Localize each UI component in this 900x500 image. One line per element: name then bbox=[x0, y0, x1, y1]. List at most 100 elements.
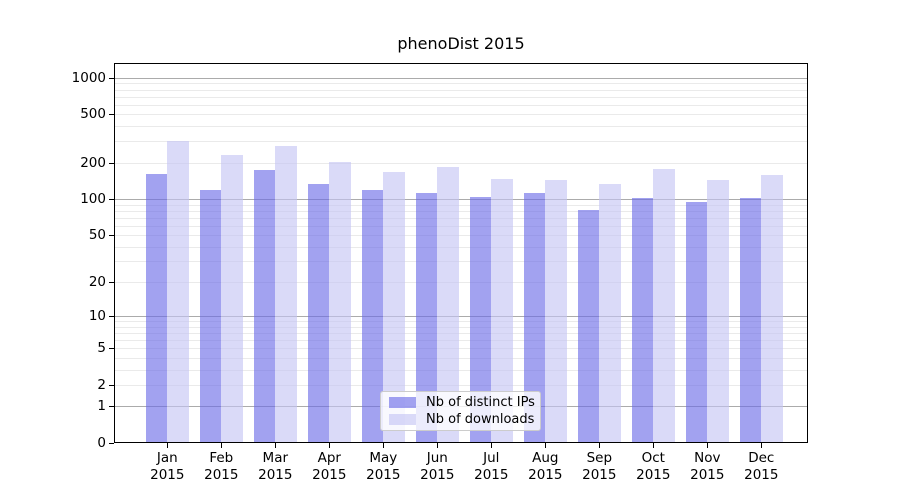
x-axis-tick-label: Sep 2015 bbox=[572, 450, 626, 484]
y-axis-tick bbox=[109, 114, 114, 116]
x-tick-year: 2015 bbox=[366, 467, 401, 483]
x-tick-month: Jul bbox=[483, 450, 500, 466]
x-axis-tick bbox=[329, 443, 331, 448]
x-axis-tick-label: Jun 2015 bbox=[410, 450, 464, 484]
grid-line-minor bbox=[115, 333, 807, 334]
y-axis-tick bbox=[109, 282, 114, 283]
x-tick-month: Mar bbox=[262, 450, 289, 466]
bar-distinct-ips bbox=[469, 196, 492, 442]
x-tick-month: Oct bbox=[641, 450, 665, 466]
grid-line-minor bbox=[115, 104, 807, 106]
grid-line-minor bbox=[115, 126, 807, 127]
y-axis-tick bbox=[109, 384, 114, 386]
y-axis-tick-label: 1000 bbox=[71, 69, 106, 86]
bar-downloads bbox=[653, 169, 675, 442]
x-tick-month: Aug bbox=[532, 450, 559, 466]
x-axis-tick bbox=[653, 443, 655, 448]
grid-line-minor bbox=[115, 204, 807, 206]
x-axis-tick bbox=[707, 443, 709, 448]
grid-line-minor bbox=[115, 348, 807, 350]
y-axis-tick-label: 2 bbox=[97, 376, 106, 393]
grid-line-minor bbox=[115, 321, 807, 323]
grid-line-minor bbox=[115, 89, 807, 91]
x-tick-month: May bbox=[369, 450, 398, 466]
x-axis-tick bbox=[275, 443, 277, 448]
x-axis-tick-label: Mar 2015 bbox=[248, 450, 302, 484]
bar-downloads bbox=[275, 146, 297, 442]
bar-downloads bbox=[221, 155, 243, 442]
bar-distinct-ips bbox=[361, 190, 384, 442]
y-axis-tick bbox=[109, 348, 114, 350]
bar-distinct-ips bbox=[415, 193, 438, 442]
grid-line-minor bbox=[115, 369, 807, 371]
x-tick-month: Jun bbox=[426, 450, 448, 466]
x-tick-year: 2015 bbox=[204, 467, 239, 483]
bar-distinct-ips bbox=[739, 198, 762, 442]
y-axis-tick-label: 10 bbox=[88, 308, 106, 325]
x-tick-year: 2015 bbox=[258, 467, 293, 483]
y-axis-tick bbox=[109, 199, 114, 200]
x-axis-tick-label: Nov 2015 bbox=[680, 450, 734, 484]
x-tick-month: Dec bbox=[748, 450, 775, 466]
y-axis-tick-label: 200 bbox=[80, 154, 106, 171]
x-tick-year: 2015 bbox=[474, 467, 509, 483]
x-axis-tick bbox=[383, 443, 385, 448]
bar-distinct-ips bbox=[577, 210, 600, 442]
x-axis-tick bbox=[599, 443, 601, 448]
x-axis-tick-label: Aug 2015 bbox=[518, 450, 572, 484]
grid-line-minor bbox=[115, 83, 807, 85]
y-axis-tick-label: 0 bbox=[97, 435, 106, 451]
x-tick-month: Jan bbox=[156, 450, 178, 466]
x-tick-year: 2015 bbox=[150, 467, 185, 483]
grid-line-minor bbox=[115, 162, 807, 164]
bar-downloads bbox=[383, 172, 405, 442]
y-axis-tick bbox=[109, 406, 114, 408]
x-tick-year: 2015 bbox=[636, 467, 671, 483]
grid-line-minor bbox=[115, 141, 807, 143]
bar-downloads bbox=[491, 178, 513, 442]
grid-line-minor bbox=[115, 282, 807, 283]
y-axis-tick-label: 500 bbox=[80, 106, 106, 123]
legend-label-downloads: Nb of downloads bbox=[426, 411, 535, 427]
x-tick-month: Apr bbox=[317, 450, 341, 466]
bar-downloads bbox=[167, 140, 189, 442]
y-axis-tick bbox=[109, 235, 114, 237]
grid-line-major bbox=[115, 316, 807, 318]
legend-label-distinct-ips: Nb of distinct IPs bbox=[426, 395, 535, 411]
bar-downloads bbox=[545, 180, 567, 442]
x-axis-tick-label: Oct 2015 bbox=[626, 450, 680, 484]
legend-row-downloads: Nb of downloads bbox=[389, 411, 535, 427]
x-axis-tick-label: Jul 2015 bbox=[464, 450, 518, 484]
grid-line-minor bbox=[115, 357, 807, 359]
bar-downloads bbox=[707, 180, 729, 442]
x-axis-tick bbox=[761, 443, 763, 448]
bar-distinct-ips bbox=[523, 192, 546, 442]
x-axis-tick-label: May 2015 bbox=[356, 450, 410, 484]
bar-downloads bbox=[329, 162, 351, 442]
y-axis-tick-label: 20 bbox=[88, 274, 106, 290]
x-axis-tick bbox=[221, 443, 223, 448]
bar-distinct-ips bbox=[199, 190, 222, 442]
x-axis-tick bbox=[167, 443, 169, 448]
x-axis-tick bbox=[437, 443, 439, 448]
grid-line-minor bbox=[115, 235, 807, 237]
y-axis-tick bbox=[109, 162, 114, 164]
x-axis-tick-label: Apr 2015 bbox=[302, 450, 356, 484]
y-axis-tick-label: 5 bbox=[97, 340, 106, 357]
grid-line-minor bbox=[115, 246, 807, 248]
grid-line-minor bbox=[115, 326, 807, 328]
x-axis-tick bbox=[491, 443, 493, 448]
bar-distinct-ips bbox=[145, 174, 168, 442]
grid-line-minor bbox=[115, 225, 807, 227]
y-axis-tick bbox=[109, 316, 114, 318]
x-axis-tick-label: Feb 2015 bbox=[194, 450, 248, 484]
grid-line-minor bbox=[115, 114, 807, 116]
legend-swatch-downloads bbox=[389, 413, 416, 425]
grid-line-minor bbox=[115, 96, 807, 98]
bar-distinct-ips bbox=[631, 198, 654, 442]
x-tick-year: 2015 bbox=[744, 467, 779, 483]
bar-distinct-ips bbox=[307, 183, 330, 442]
x-tick-month: Sep bbox=[586, 450, 613, 466]
legend: Nb of distinct IPs Nb of downloads bbox=[380, 391, 541, 431]
grid-line-minor bbox=[115, 217, 807, 219]
